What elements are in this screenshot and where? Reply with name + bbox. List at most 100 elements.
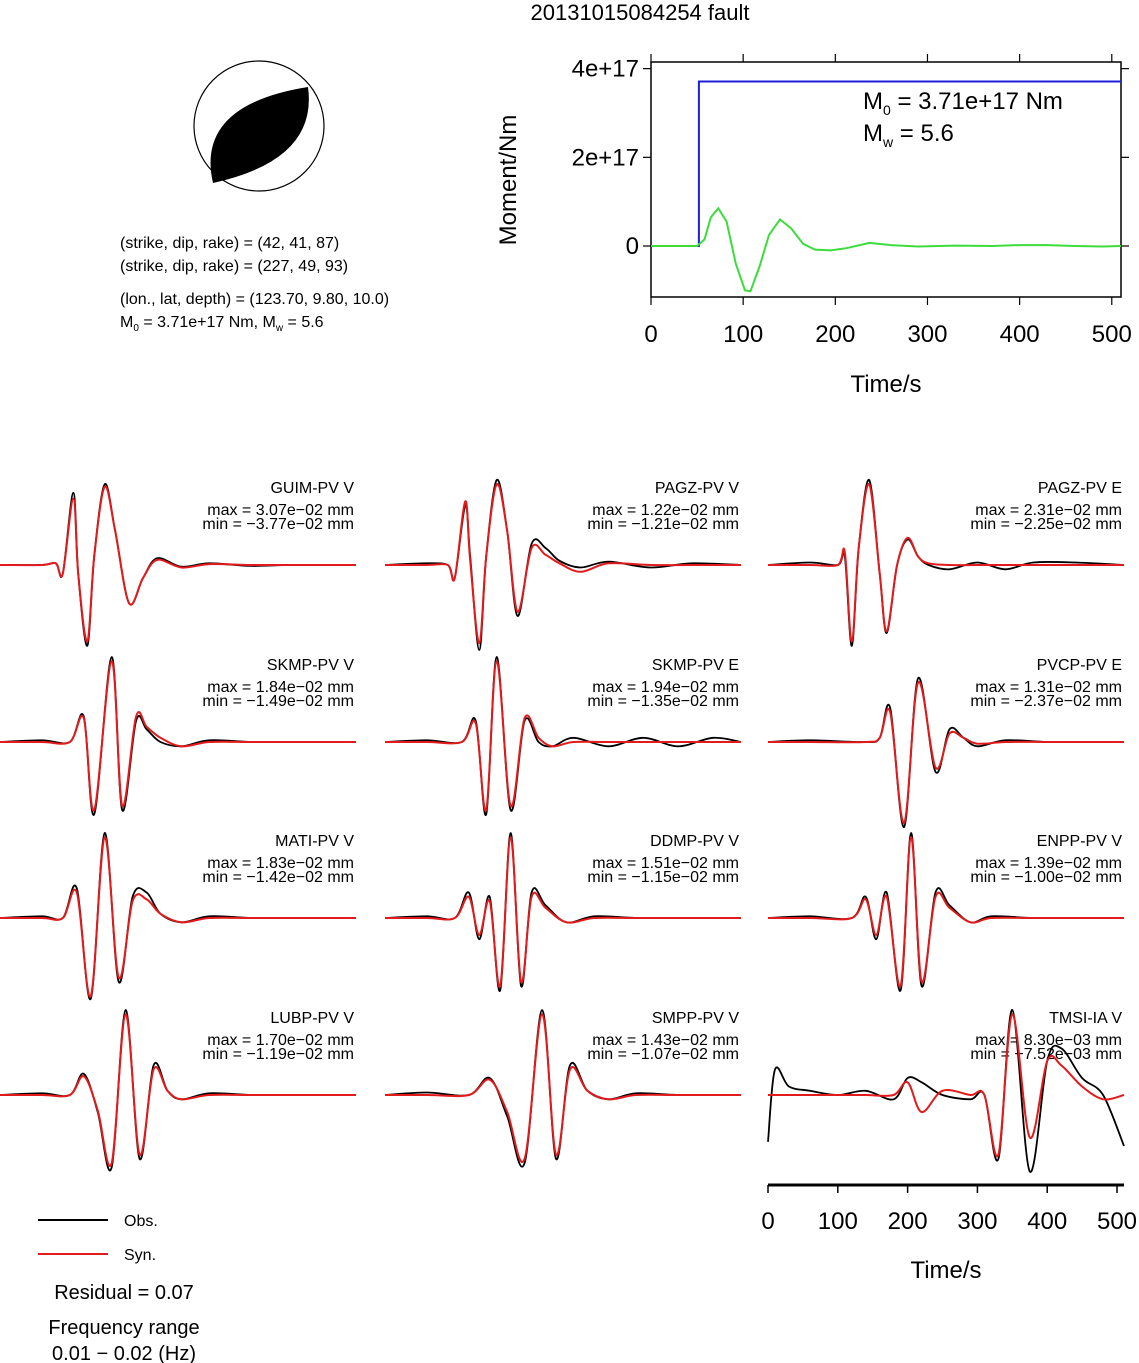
moment-series-green — [651, 206, 1122, 293]
moment-xlabel: Time/s — [850, 371, 921, 398]
moment-ytick-label: 2e+17 — [572, 144, 639, 171]
moment-axis-ticks: 0 100 200 300 400 500 0 2e+17 4e+17 — [572, 54, 1132, 348]
waveform-station-label: GUIM-PV V — [270, 480, 354, 497]
waveform-max-label: max = 1.84e−02 mm — [207, 679, 354, 696]
waveform-max-label: max = 1.94e−02 mm — [592, 679, 739, 696]
waveform-min-label: min = −7.52e−03 mm — [970, 1046, 1122, 1063]
moment-xtick-label: 0 — [644, 321, 657, 348]
waveform-synthetic-trace — [768, 836, 1124, 988]
legend-syn-label: Syn. — [124, 1247, 156, 1264]
frequency-value: 0.01 − 0.02 (Hz) — [52, 1343, 196, 1363]
waveform-synthetic-trace — [767, 483, 1124, 643]
waveform-min-label: min = −1.15e−02 mm — [587, 869, 739, 886]
waveform-min-label: min = −2.25e−02 mm — [970, 516, 1122, 533]
focal-mw-value: = 5.6 — [283, 314, 324, 331]
focal-mw-sub: w — [275, 323, 284, 334]
waveform-synthetic-trace — [0, 485, 356, 643]
waveform-max-label: max = 1.43e−02 mm — [592, 1032, 739, 1049]
waveform-station-label: SKMP-PV V — [267, 657, 354, 674]
waveform-synthetic-trace — [384, 660, 741, 812]
waveform-min-label: min = −1.42e−02 mm — [202, 869, 354, 886]
waveform-min-label: min = −2.37e−02 mm — [970, 693, 1122, 710]
waveform-max-label: max = 1.39e−02 mm — [975, 855, 1122, 872]
waveform-max-label: max = 1.83e−02 mm — [207, 855, 354, 872]
waveform-max-label: max = 1.51e−02 mm — [592, 855, 739, 872]
waveform-xtick-label: 400 — [1027, 1208, 1067, 1235]
moment-ytick-label: 4e+17 — [572, 56, 639, 83]
beachball-compressional-quadrant — [210, 87, 309, 183]
waveform-xtick-label: 100 — [818, 1208, 858, 1235]
waveform-synthetic-trace — [0, 836, 356, 998]
legend: Obs. Syn. — [38, 1213, 158, 1264]
waveform-max-label: max = 3.07e−02 mm — [207, 502, 354, 519]
moment-ytick-label: 0 — [626, 233, 639, 260]
waveform-time-axis: Time/s 0 100 200 300 400 500 — [761, 1183, 1137, 1284]
waveform-min-label: min = −1.19e−02 mm — [202, 1046, 354, 1063]
focal-mechanism-beachball — [193, 60, 325, 192]
moment-mw-sub: w — [882, 134, 894, 150]
legend-obs-label: Obs. — [124, 1213, 158, 1230]
waveform-station-label: LUBP-PV V — [270, 1010, 354, 1027]
waveform-min-label: min = −1.07e−02 mm — [587, 1046, 739, 1063]
waveform-max-label: max = 1.22e−02 mm — [592, 502, 739, 519]
focal-m0-value: = 3.71e+17 Nm, M — [139, 314, 276, 331]
moment-mw-value: = 5.6 — [893, 120, 954, 147]
waveform-synthetic-trace — [0, 660, 356, 812]
waveform-synthetic-trace — [0, 1013, 356, 1167]
focal-line-3: (lon., lat, depth) = (123.70, 9.80, 10.0… — [120, 291, 389, 308]
waveform-station-label: SKMP-PV E — [652, 657, 739, 674]
residual-text: Residual = 0.07 — [54, 1282, 194, 1304]
waveform-min-label: min = −1.00e−02 mm — [970, 869, 1122, 886]
waveform-synthetic-trace — [384, 483, 741, 645]
waveform-synthetic-trace — [767, 681, 1124, 824]
moment-series — [651, 80, 1122, 293]
waveform-min-label: min = −1.35e−02 mm — [587, 693, 739, 710]
waveform-min-label: min = −1.21e−02 mm — [587, 516, 739, 533]
waveform-xtick-label: 0 — [761, 1208, 774, 1235]
waveform-min-label: min = −1.49e−02 mm — [202, 693, 354, 710]
moment-plot-frame — [650, 61, 1122, 298]
moment-xtick-label: 500 — [1092, 321, 1132, 348]
waveform-max-label: max = 1.70e−02 mm — [207, 1032, 354, 1049]
waveform-xtick-label: 200 — [888, 1208, 928, 1235]
moment-mw-letter: M — [863, 120, 883, 147]
figure-title: 20131015084254 fault — [531, 0, 750, 25]
waveform-xlabel: Time/s — [910, 1257, 981, 1284]
moment-xtick-label: 100 — [723, 321, 763, 348]
waveform-max-label: max = 2.31e−02 mm — [975, 502, 1122, 519]
waveform-observed-trace — [767, 1009, 1125, 1173]
moment-ylabel: Moment/Nm — [495, 115, 522, 246]
waveform-station-label: TMSI-IA V — [1049, 1010, 1122, 1027]
waveform-xtick-label: 300 — [957, 1208, 997, 1235]
moment-m0-letter: M — [863, 88, 883, 115]
waveform-synthetic-trace — [384, 1013, 741, 1163]
waveform-station-label: SMPP-PV V — [652, 1010, 739, 1027]
moment-xtick-label: 300 — [907, 321, 947, 348]
moment-m0-sub: 0 — [883, 102, 891, 118]
waveform-station-label: MATI-PV V — [275, 833, 354, 850]
waveform-min-label: min = −3.77e−02 mm — [202, 516, 354, 533]
focal-line-2: (strike, dip, rake) = (227, 49, 93) — [120, 258, 348, 275]
moment-xtick-label: 200 — [815, 321, 855, 348]
waveform-station-label: PAGZ-PV E — [1038, 480, 1122, 497]
moment-m0-annotation: M0 = 3.71e+17 Nm — [863, 88, 1063, 118]
waveform-station-label: ENPP-PV V — [1037, 833, 1123, 850]
focal-line-1: (strike, dip, rake) = (42, 41, 87) — [120, 235, 339, 252]
waveform-synthetic-trace — [767, 1013, 1125, 1158]
waveform-xtick-label: 500 — [1097, 1208, 1137, 1235]
frequency-label: Frequency range — [48, 1317, 199, 1339]
waveform-max-label: max = 1.31e−02 mm — [975, 679, 1122, 696]
